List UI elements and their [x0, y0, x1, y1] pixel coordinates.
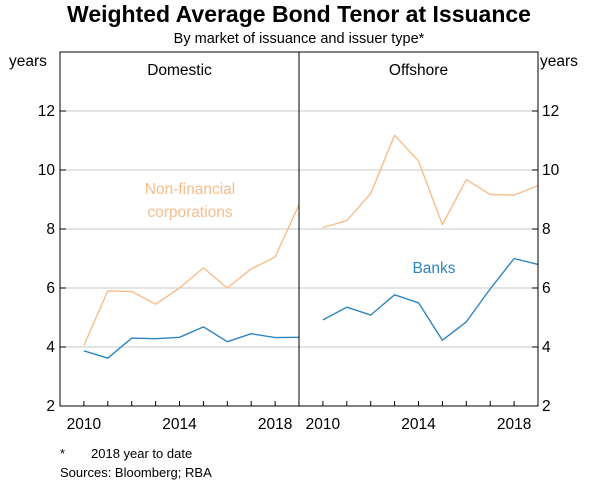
x-tick-label: 2018	[258, 416, 292, 433]
y-tick-label-right: 6	[542, 280, 551, 297]
y-tick-label-right: 4	[542, 339, 551, 356]
y-tick-label-right: 12	[542, 103, 559, 120]
footnote-marker: *	[60, 446, 65, 461]
x-tick-label: 2010	[67, 416, 102, 433]
footnote-text: 2018 year to date	[91, 446, 192, 461]
y-tick-label-right: 10	[542, 162, 560, 179]
y-tick-label-left: 2	[46, 398, 55, 415]
plot-area: 2 2 4 4 6 6 8 8 10 10 12 12 Domestic 2010 2014 2018 Non-…	[38, 51, 560, 433]
x-tick-label: 2014	[162, 416, 197, 433]
x-tick-label: 2018	[497, 416, 531, 433]
chart-subtitle: By market of issuance and issuer type*	[174, 31, 425, 47]
y-tick-label-left: 8	[46, 221, 55, 238]
series-label-non-financial: corporations	[147, 204, 233, 221]
y-tick-label-right: 2	[542, 398, 551, 415]
y-unit-left: years	[9, 53, 47, 70]
series-line-non-financial	[83, 204, 300, 346]
panel-title: Domestic	[147, 62, 212, 79]
series-label-banks: Banks	[412, 260, 455, 277]
y-unit-right: years	[540, 53, 578, 70]
x-tick-label: 2010	[306, 416, 341, 433]
series-line-banks	[322, 257, 539, 341]
sources: Sources: Bloomberg; RBA	[60, 465, 212, 480]
y-tick-label-left: 4	[46, 339, 55, 356]
series-line-banks	[83, 326, 300, 359]
x-tick-label: 2014	[401, 416, 436, 433]
chart-title: Weighted Average Bond Tenor at Issuance	[67, 1, 531, 27]
y-tick-label-left: 10	[38, 162, 56, 179]
series-line-non-financial	[322, 134, 539, 229]
series-label-non-financial: Non-financial	[145, 181, 235, 198]
panel-title: Offshore	[389, 62, 448, 79]
y-tick-label-left: 6	[46, 280, 55, 297]
y-tick-label-left: 12	[38, 103, 55, 120]
y-tick-label-right: 8	[542, 221, 551, 238]
